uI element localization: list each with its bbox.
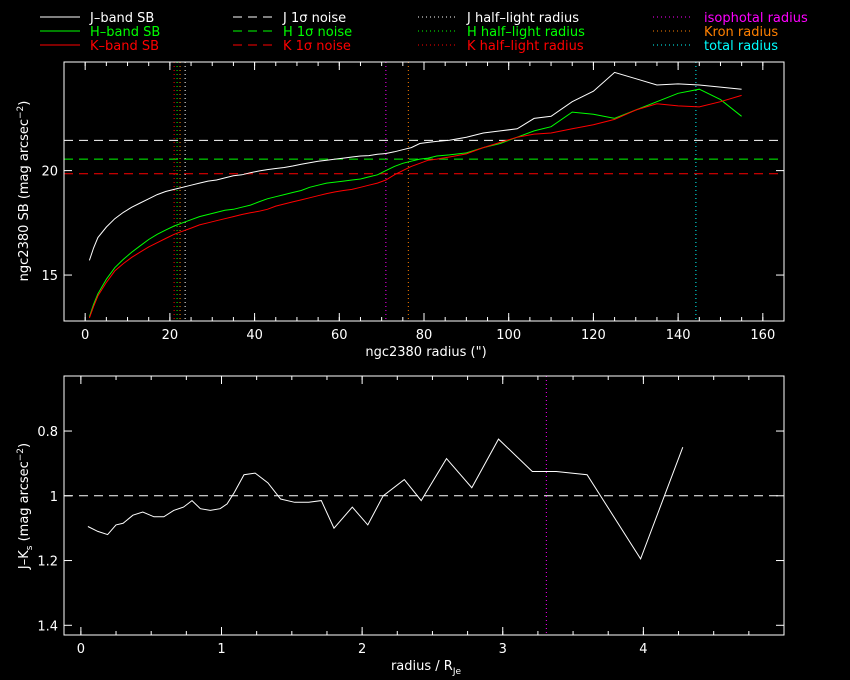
legend-label-j-noise: J 1σ noise	[282, 11, 346, 26]
legend-label-k-halflight: K half–light radius	[467, 39, 584, 54]
color-y-tick-label: 1.4	[37, 619, 58, 634]
sb-x-tick-label: 60	[331, 328, 348, 343]
color-series-j-k	[87, 438, 684, 561]
color-x-axis-label-sub: Je	[452, 667, 462, 677]
color-y-axis-label-rest: (mag arcsec	[17, 461, 32, 545]
sb-plot-frame	[63, 61, 785, 322]
sb-series-k-band-sb	[88, 94, 742, 319]
sb-x-tick-label: 120	[581, 328, 606, 343]
sb-plot-area: 0 20 40 60 80 100 120 140 160 15 20	[41, 62, 785, 343]
color-y-tick-label: 1.2	[37, 555, 58, 570]
sb-profile-panel: 0 20 40 60 80 100 120 140 160 15 20 ngc2380 radius…	[16, 61, 785, 360]
color-y-axis-label-sub: s	[25, 545, 35, 550]
color-y-axis-label-sup: −2	[16, 448, 26, 461]
legend-label-total: total radius	[704, 39, 778, 54]
color-profile-panel: 0 1 2 3 4 0.8 1 1.2 1.4 radius / RJe J–Ks (mag a…	[16, 375, 785, 677]
legend-col-4: isophotal radius Kron radius total radiu…	[653, 11, 808, 54]
sb-y-axis-label-sup: −2	[16, 106, 26, 119]
sb-x-axis-label: ngc2380 radius (")	[365, 345, 486, 360]
color-x-tick-label: 1	[217, 642, 225, 657]
legend-col-3: J half–light radius H half–light radius …	[418, 11, 585, 54]
color-plot-area: 0 1 2 3 4 0.8 1 1.2 1.4	[37, 376, 785, 657]
legend-label-h-halflight: H half–light radius	[467, 25, 585, 40]
color-x-tick-label: 3	[499, 642, 507, 657]
color-y-tick-label: 0.8	[37, 425, 58, 440]
legend-label-k-noise: K 1σ noise	[283, 39, 351, 54]
sb-series-h-band-sb	[88, 88, 742, 317]
color-plot-frame	[63, 375, 785, 636]
color-data-layer	[64, 376, 784, 635]
color-x-axis-label: radius / RJe	[391, 659, 462, 677]
sb-x-tick-label: 100	[496, 328, 521, 343]
legend-col-1: J–band SB H–band SB K–band SB	[40, 11, 160, 54]
sb-x-tick-label: 40	[246, 328, 263, 343]
sb-data-layer	[64, 62, 784, 321]
sb-y-axis-label-main: ngc2380 SB (mag arcsec	[17, 119, 32, 281]
sb-x-tick-label: 0	[81, 328, 89, 343]
sb-y-axis-label-end: )	[17, 101, 32, 106]
color-y-tick-label: 1	[50, 490, 58, 505]
legend-label-isophotal: isophotal radius	[704, 11, 808, 26]
color-x-tick-label: 4	[639, 642, 647, 657]
legend-label-k-sb: K–band SB	[90, 39, 159, 54]
sb-x-tick-label: 80	[416, 328, 433, 343]
color-y-axis-label-main: J–K	[17, 550, 32, 570]
sb-x-tick-label: 20	[162, 328, 179, 343]
color-y-axis-label: J–Ks (mag arcsec−2)	[16, 443, 35, 570]
sb-y-axis-label: ngc2380 SB (mag arcsec−2)	[16, 101, 32, 282]
sb-x-tick-label: 140	[666, 328, 691, 343]
legend-label-kron: Kron radius	[704, 25, 778, 40]
sb-y-tick-label: 15	[41, 269, 58, 284]
legend-label-h-noise: H 1σ noise	[283, 25, 352, 40]
legend-label-j-sb: J–band SB	[89, 11, 154, 26]
color-x-axis-label-main: radius / R	[391, 659, 453, 674]
color-x-tick-label: 0	[77, 642, 85, 657]
legend-col-2: J 1σ noise H 1σ noise K 1σ noise	[233, 11, 352, 54]
legend-label-j-halflight: J half–light radius	[466, 11, 579, 26]
legend: J–band SB H–band SB K–band SB J 1σ noise…	[40, 11, 808, 54]
sb-y-tick-label: 20	[41, 165, 58, 180]
sb-series-j-band-sb	[88, 71, 742, 261]
sb-x-tick-label: 160	[750, 328, 775, 343]
color-x-tick-label: 2	[358, 642, 366, 657]
legend-label-h-sb: H–band SB	[90, 25, 160, 40]
color-y-axis-label-end: )	[17, 443, 32, 448]
